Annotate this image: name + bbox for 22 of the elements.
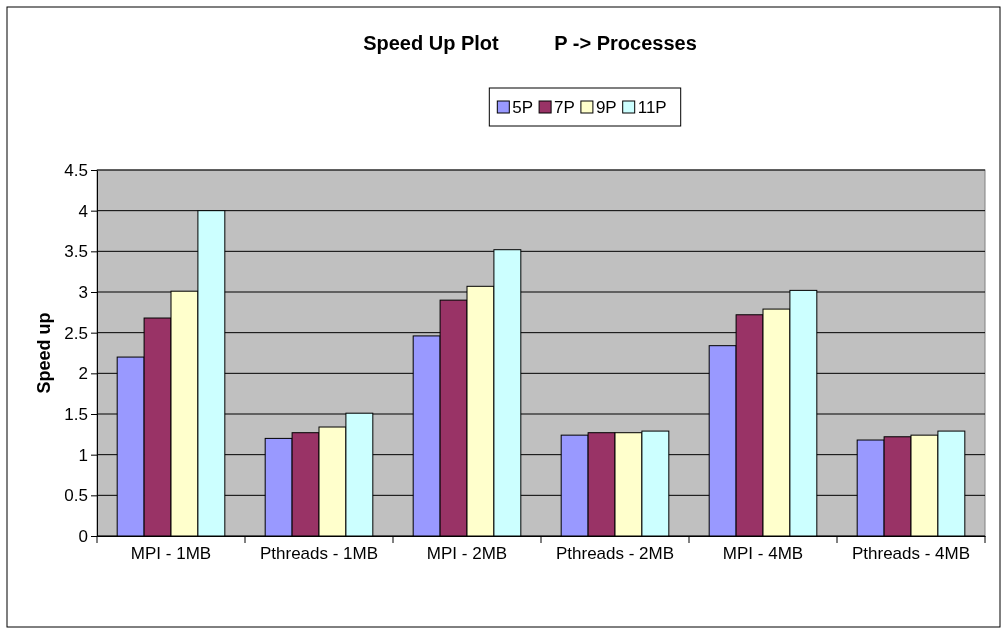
y-tick-label: 2.5: [64, 323, 88, 343]
legend-label: 5P: [512, 98, 534, 117]
x-tick-label: Pthreads - 1MB: [259, 544, 379, 564]
y-axis-title: Speed up: [34, 312, 54, 394]
y-tick-label: 3: [78, 282, 88, 302]
y-tick-label: 2: [78, 364, 88, 384]
x-tick-label: MPI - 2MB: [426, 544, 508, 564]
y-tick-label: 1.5: [64, 404, 88, 424]
y-tick-label: 1: [78, 445, 88, 465]
y-tick-label: 4: [78, 201, 88, 221]
x-tick-label: MPI - 1MB: [130, 544, 212, 564]
y-tick-label: 0: [78, 526, 88, 546]
legend-label: 11P: [637, 98, 667, 117]
y-tick-label: 4.5: [64, 160, 88, 180]
y-tick-label: 0.5: [64, 486, 88, 506]
x-tick-label: Pthreads - 4MB: [851, 544, 971, 564]
chart-title: Speed Up Plot P -> Processes: [363, 32, 697, 54]
legend-label: 7P: [554, 98, 575, 117]
legend-label: 9P: [595, 98, 617, 117]
y-tick-label: 3.5: [64, 242, 88, 262]
x-tick-label: MPI - 4MB: [722, 544, 804, 564]
x-tick-label: Pthreads - 2MB: [555, 544, 675, 564]
